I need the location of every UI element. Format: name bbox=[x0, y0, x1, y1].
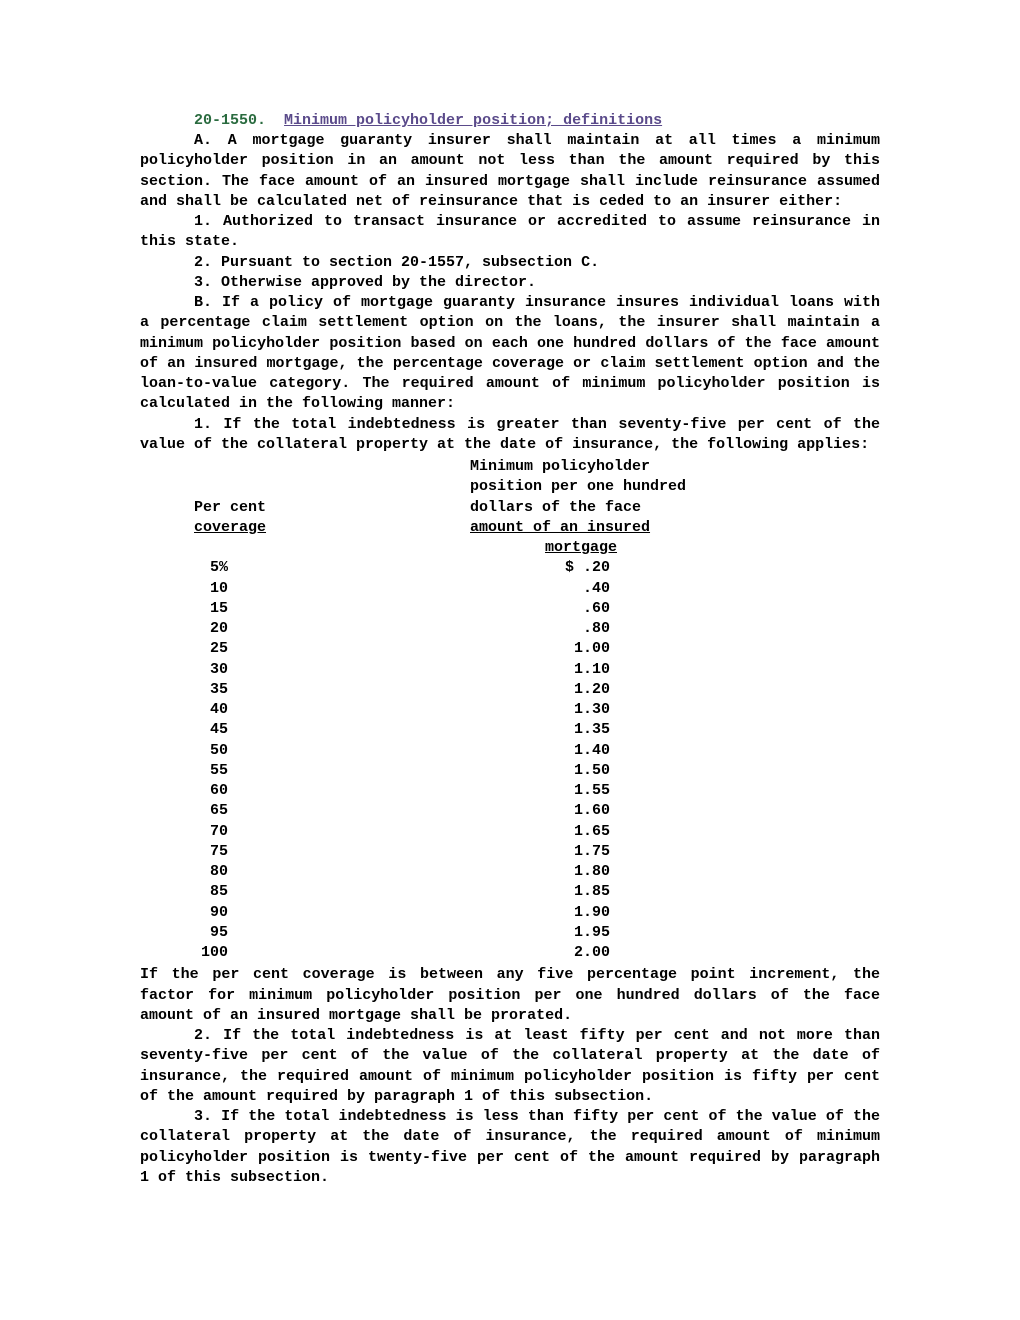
table-header-right-5: mortgage bbox=[460, 538, 880, 558]
table-cell-value: 1.10 bbox=[460, 660, 880, 680]
para-A-2: 2. Pursuant to section 20-1557, subsecti… bbox=[140, 253, 880, 273]
para-B-prorate: If the per cent coverage is between any … bbox=[140, 965, 880, 1026]
table-cell-value: .80 bbox=[460, 619, 880, 639]
table-cell-value: 1.00 bbox=[460, 639, 880, 659]
table-cell-value: 1.30 bbox=[460, 700, 880, 720]
table-cell-percent: 90 bbox=[140, 903, 460, 923]
table-header-right-3: dollars of the face bbox=[460, 498, 880, 518]
policyholder-table: Minimum policyholder position per one hu… bbox=[140, 457, 880, 963]
table-cell-percent: 65 bbox=[140, 801, 460, 821]
table-header-right-1: Minimum policyholder bbox=[460, 457, 880, 477]
table-cell-value: .40 bbox=[460, 579, 880, 599]
statute-page: 20-1550. Minimum policyholder position; … bbox=[0, 0, 1020, 1320]
table-row: 100 2.00 bbox=[140, 943, 880, 963]
table-cell-percent: 95 bbox=[140, 923, 460, 943]
table-cell-value: 1.55 bbox=[460, 781, 880, 801]
table-cell-value: 1.40 bbox=[460, 741, 880, 761]
table-row: 85 1.85 bbox=[140, 882, 880, 902]
para-B-2: 2. If the total indebtedness is at least… bbox=[140, 1026, 880, 1107]
table-row: 40 1.30 bbox=[140, 700, 880, 720]
table-cell-value: 1.60 bbox=[460, 801, 880, 821]
table-cell-percent: 30 bbox=[140, 660, 460, 680]
table-header-left-2: coverage bbox=[140, 518, 460, 538]
table-cell-percent: 45 bbox=[140, 720, 460, 740]
table-row: 70 1.65 bbox=[140, 822, 880, 842]
table-row: 60 1.55 bbox=[140, 781, 880, 801]
section-number: 20-1550. bbox=[194, 112, 266, 129]
table-cell-value: 1.75 bbox=[460, 842, 880, 862]
table-cell-percent: 55 bbox=[140, 761, 460, 781]
table-cell-percent: 60 bbox=[140, 781, 460, 801]
table-row: 30 1.10 bbox=[140, 660, 880, 680]
table-header-left-blank bbox=[140, 457, 460, 477]
table-header-row: Minimum policyholder bbox=[140, 457, 880, 477]
para-A-1: 1. Authorized to transact insurance or a… bbox=[140, 212, 880, 253]
para-A-intro: A. A mortgage guaranty insurer shall mai… bbox=[140, 131, 880, 212]
table-row: 65 1.60 bbox=[140, 801, 880, 821]
table-cell-percent: 15 bbox=[140, 599, 460, 619]
table-header-right-2: position per one hundred bbox=[460, 477, 880, 497]
table-cell-value: 1.65 bbox=[460, 822, 880, 842]
table-header-row: mortgage bbox=[140, 538, 880, 558]
table-row: 5%$ .20 bbox=[140, 558, 880, 578]
table-header-left-blank bbox=[140, 538, 460, 558]
table-cell-value: 1.80 bbox=[460, 862, 880, 882]
table-row: 75 1.75 bbox=[140, 842, 880, 862]
table-row: 15 .60 bbox=[140, 599, 880, 619]
para-B-1: 1. If the total indebtedness is greater … bbox=[140, 415, 880, 456]
table-cell-value: 1.90 bbox=[460, 903, 880, 923]
table-row: 25 1.00 bbox=[140, 639, 880, 659]
table-cell-percent: 25 bbox=[140, 639, 460, 659]
table-cell-value: .60 bbox=[460, 599, 880, 619]
table-cell-percent: 10 bbox=[140, 579, 460, 599]
table-cell-value: 1.20 bbox=[460, 680, 880, 700]
table-cell-value: 1.95 bbox=[460, 923, 880, 943]
table-cell-value: $ .20 bbox=[460, 558, 880, 578]
table-header-row: Per cent dollars of the face bbox=[140, 498, 880, 518]
table-cell-value: 2.00 bbox=[460, 943, 880, 963]
para-A-3: 3. Otherwise approved by the director. bbox=[140, 273, 880, 293]
section-title-line: 20-1550. Minimum policyholder position; … bbox=[140, 112, 880, 129]
table-row: 80 1.80 bbox=[140, 862, 880, 882]
table-cell-percent: 35 bbox=[140, 680, 460, 700]
para-B-intro: B. If a policy of mortgage guaranty insu… bbox=[140, 293, 880, 415]
table-header-row: position per one hundred bbox=[140, 477, 880, 497]
table-data-rows: 5%$ .2010 .4015 .6020 .8025 1.0030 1.103… bbox=[140, 558, 880, 963]
section-title: Minimum policyholder position; definitio… bbox=[284, 112, 662, 129]
table-row: 90 1.90 bbox=[140, 903, 880, 923]
table-cell-percent: 80 bbox=[140, 862, 460, 882]
table-row: 45 1.35 bbox=[140, 720, 880, 740]
table-header-right-4: amount of an insured bbox=[460, 518, 880, 538]
table-cell-percent: 100 bbox=[140, 943, 460, 963]
table-cell-percent: 40 bbox=[140, 700, 460, 720]
table-row: 55 1.50 bbox=[140, 761, 880, 781]
table-row: 35 1.20 bbox=[140, 680, 880, 700]
table-cell-percent: 70 bbox=[140, 822, 460, 842]
table-cell-percent: 75 bbox=[140, 842, 460, 862]
table-cell-value: 1.85 bbox=[460, 882, 880, 902]
table-cell-percent: 50 bbox=[140, 741, 460, 761]
table-header-left-blank bbox=[140, 477, 460, 497]
table-cell-value: 1.50 bbox=[460, 761, 880, 781]
table-cell-percent: 85 bbox=[140, 882, 460, 902]
table-cell-value: 1.35 bbox=[460, 720, 880, 740]
table-row: 95 1.95 bbox=[140, 923, 880, 943]
table-header-row: coverage amount of an insured bbox=[140, 518, 880, 538]
table-row: 10 .40 bbox=[140, 579, 880, 599]
para-B-3: 3. If the total indebtedness is less tha… bbox=[140, 1107, 880, 1188]
table-cell-percent: 20 bbox=[140, 619, 460, 639]
table-header-left-1: Per cent bbox=[140, 498, 460, 518]
table-row: 20 .80 bbox=[140, 619, 880, 639]
table-row: 50 1.40 bbox=[140, 741, 880, 761]
table-cell-percent: 5% bbox=[140, 558, 460, 578]
